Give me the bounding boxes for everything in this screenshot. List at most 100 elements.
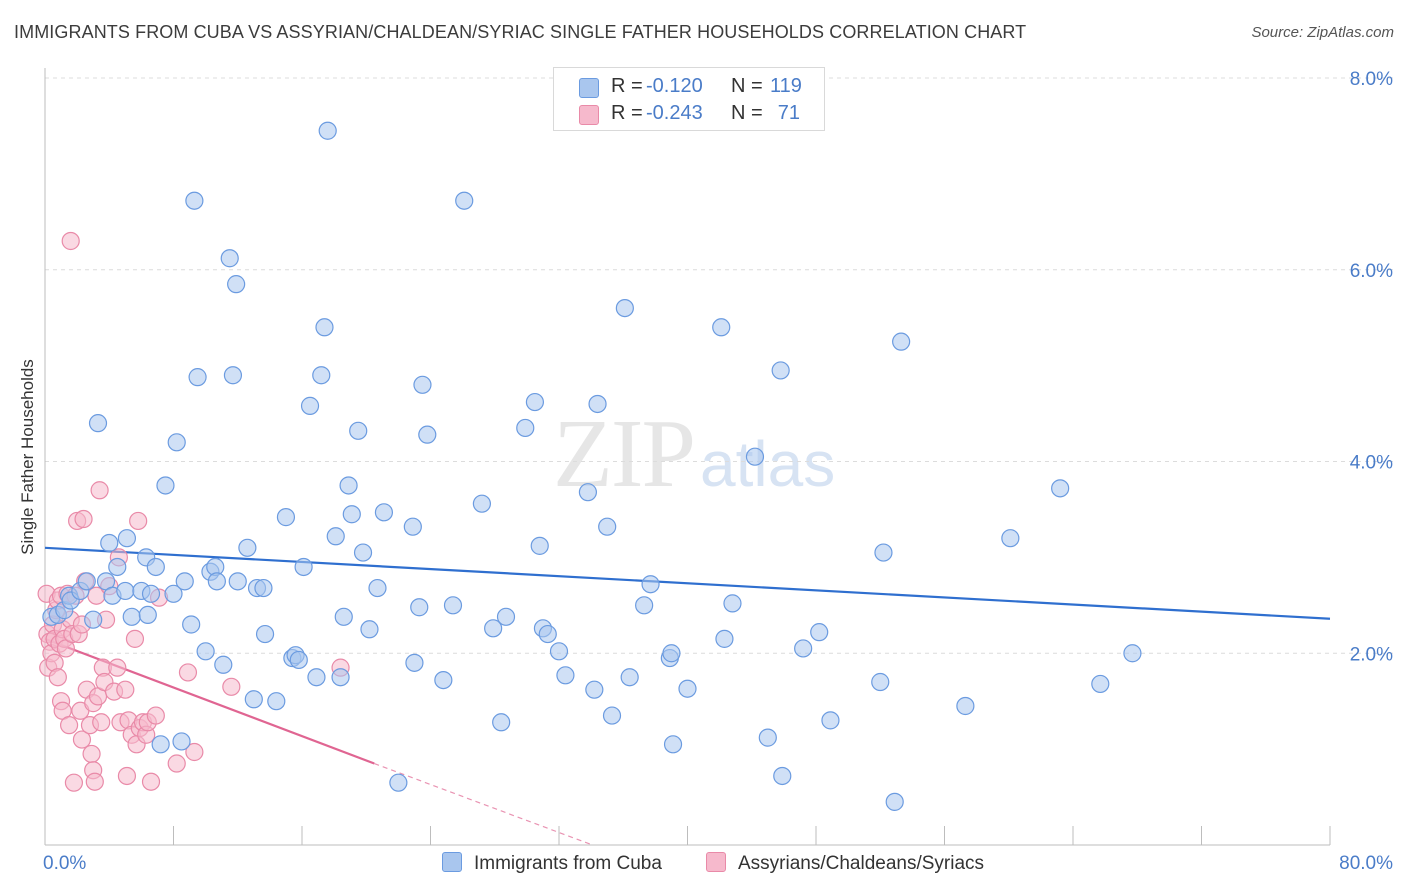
watermark-atlas: atlas: [700, 428, 836, 500]
data-point-cuba: [585, 680, 604, 699]
data-point-cuba: [712, 318, 731, 337]
data-point-cuba: [146, 557, 165, 577]
data-point-cuba: [525, 392, 545, 412]
data-point-cuba: [389, 773, 408, 792]
data-point-assyrian: [141, 772, 161, 791]
legend-n-label: N =: [731, 102, 763, 124]
data-point-cuba: [1123, 644, 1142, 663]
data-point-assyrian: [61, 231, 80, 251]
y-tick-label: 8.0%: [1350, 69, 1393, 90]
data-point-assyrian: [72, 730, 92, 749]
data-point-cuba: [455, 191, 474, 210]
data-point-cuba: [339, 476, 358, 495]
data-point-cuba: [403, 517, 422, 536]
legend-n-value: 119: [770, 75, 802, 97]
data-point-assyrian: [178, 663, 198, 682]
data-point-cuba: [413, 375, 432, 394]
data-point-cuba: [578, 483, 598, 502]
data-point-cuba: [1001, 529, 1020, 548]
data-point-assyrian: [74, 509, 93, 529]
stats-legend: R = -0.120 N = 119 R = -0.243 N = 71: [553, 67, 825, 131]
data-point-cuba: [484, 619, 503, 638]
axes: [44, 68, 1331, 846]
bottom-legend-assyrian: Assyrians/Chaldeans/Syriacs: [706, 852, 984, 875]
data-point-cuba: [294, 557, 313, 577]
data-point-cuba: [1051, 479, 1070, 498]
data-point-cuba: [374, 503, 394, 522]
series-assyrian-points: [37, 231, 350, 792]
data-point-cuba: [492, 713, 511, 732]
chart-title: IMMIGRANTS FROM CUBA VS ASSYRIAN/CHALDEA…: [14, 22, 1027, 42]
data-point-cuba: [874, 543, 893, 562]
data-point-cuba: [331, 668, 350, 687]
data-point-cuba: [588, 394, 607, 414]
data-point-cuba: [715, 629, 734, 648]
y-tick-label: 2.0%: [1350, 644, 1393, 665]
data-point-cuba: [885, 792, 904, 811]
legend-n-label: N =: [731, 75, 763, 97]
legend-swatch-assyrian: [579, 105, 599, 125]
data-point-cuba: [745, 447, 765, 466]
grid-lines: [45, 77, 1393, 654]
data-point-cuba: [108, 557, 127, 577]
data-point-cuba: [214, 655, 233, 674]
data-point-cuba: [678, 679, 697, 698]
data-point-cuba: [220, 249, 239, 268]
data-point-cuba: [538, 624, 557, 644]
data-point-cuba: [307, 668, 326, 687]
data-point-cuba: [615, 299, 634, 318]
data-point-cuba: [84, 610, 103, 629]
data-point-cuba: [300, 396, 320, 415]
data-point-cuba: [1091, 674, 1110, 694]
bottom-legend-label-cuba: Immigrants from Cuba: [474, 853, 662, 874]
trend-line-cuba: [44, 546, 1331, 620]
data-point-cuba: [472, 494, 491, 513]
data-point-assyrian: [64, 773, 84, 792]
x-tick-label: 0.0%: [43, 853, 86, 874]
data-point-cuba: [156, 476, 175, 495]
data-point-cuba: [723, 594, 742, 613]
data-point-assyrian: [90, 481, 109, 500]
data-point-cuba: [254, 578, 273, 598]
data-point-assyrian: [167, 754, 186, 773]
data-point-cuba: [956, 696, 975, 716]
data-point-cuba: [810, 623, 829, 642]
legend-r-value: -0.120: [646, 75, 703, 97]
tick-labels: 2.0% 4.0% 6.0% 8.0% 0.0% 80.0%: [43, 69, 1393, 874]
data-point-cuba: [289, 650, 308, 670]
data-point-assyrian: [146, 706, 165, 725]
data-point-cuba: [821, 711, 840, 730]
legend-r-label: R =: [611, 75, 643, 97]
data-point-cuba: [255, 624, 275, 644]
data-point-cuba: [172, 732, 191, 751]
data-point-cuba: [167, 433, 186, 452]
data-point-cuba: [662, 644, 681, 663]
data-point-cuba: [326, 527, 345, 546]
data-point-cuba: [758, 728, 777, 747]
data-point-assyrian: [117, 766, 137, 786]
data-point-cuba: [353, 543, 373, 562]
data-point-cuba: [223, 366, 243, 385]
watermark: ZIPatlas: [553, 398, 835, 510]
legend-row-cuba: R = -0.120 N = 119: [554, 73, 824, 101]
data-point-cuba: [238, 538, 257, 557]
y-tick-label: 6.0%: [1350, 261, 1393, 282]
bottom-legend-cuba: Immigrants from Cuba: [442, 852, 662, 875]
data-point-cuba: [496, 607, 516, 626]
data-point-assyrian: [222, 677, 241, 696]
data-point-cuba: [368, 578, 387, 598]
data-point-cuba: [312, 366, 331, 385]
y-tick-label: 4.0%: [1350, 453, 1393, 474]
data-point-cuba: [188, 368, 207, 387]
data-point-assyrian: [116, 680, 135, 699]
data-point-cuba: [598, 517, 617, 536]
data-point-cuba: [122, 607, 141, 626]
data-point-cuba: [267, 692, 286, 711]
bottom-legend-swatch-cuba: [442, 852, 462, 872]
data-point-cuba: [151, 735, 170, 754]
data-point-assyrian: [85, 772, 104, 791]
data-point-cuba: [602, 706, 622, 725]
data-point-cuba: [207, 572, 226, 591]
data-point-assyrian: [82, 744, 101, 764]
data-point-cuba: [530, 536, 549, 555]
